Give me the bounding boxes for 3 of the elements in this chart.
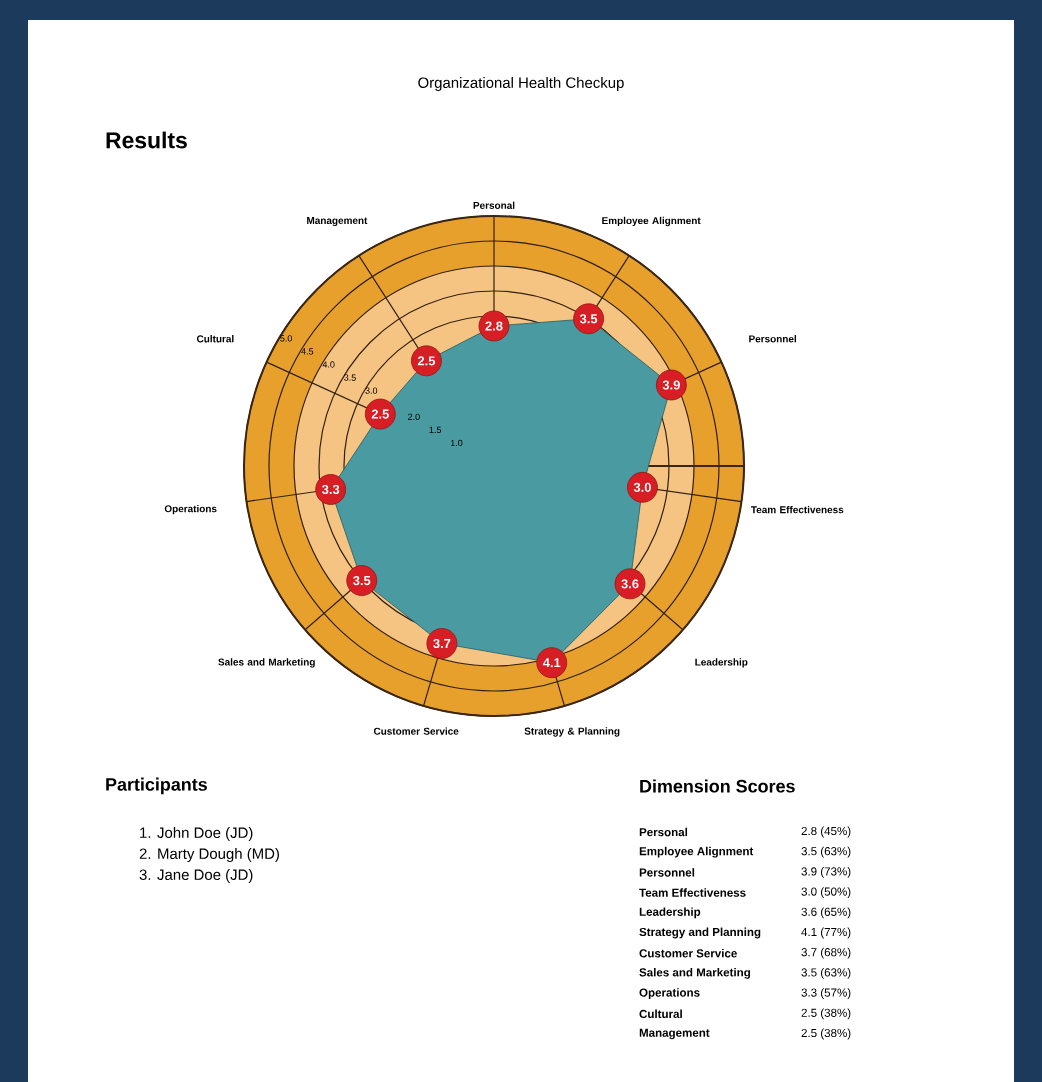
text: Participants <box>106 777 207 795</box>
chart-subtitle: Results <box>106 131 187 149</box>
text: Dimension Scores <box>640 779 795 793</box>
